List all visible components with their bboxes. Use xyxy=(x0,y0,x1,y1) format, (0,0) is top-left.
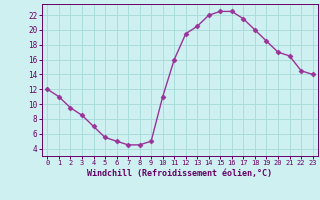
X-axis label: Windchill (Refroidissement éolien,°C): Windchill (Refroidissement éolien,°C) xyxy=(87,169,273,178)
